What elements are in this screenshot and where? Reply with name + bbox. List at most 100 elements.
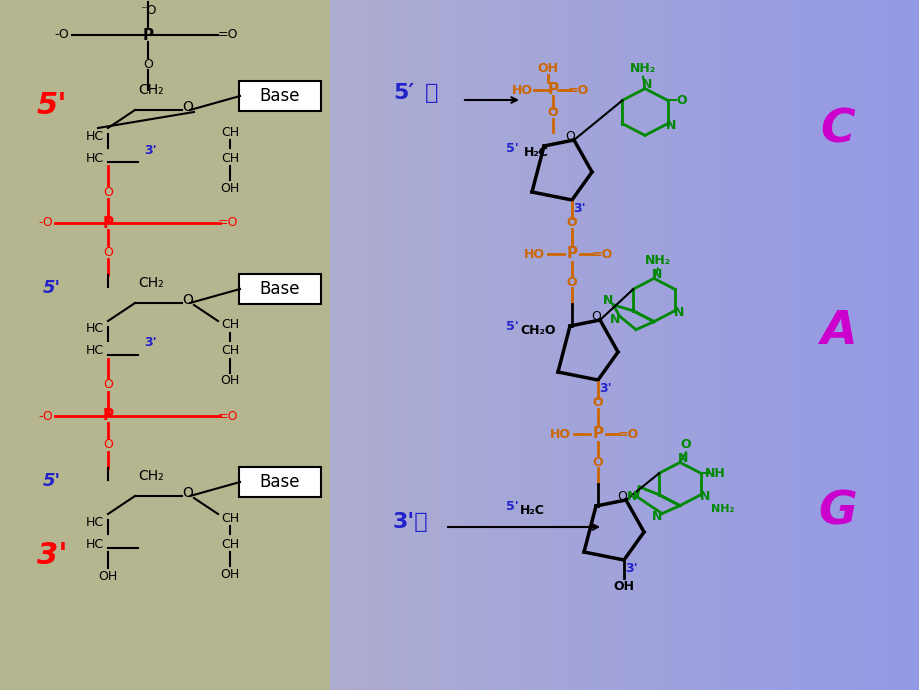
Bar <box>659 0 670 690</box>
Text: HO: HO <box>523 248 544 261</box>
Text: O: O <box>103 246 113 259</box>
Text: CH: CH <box>221 319 239 331</box>
Bar <box>470 0 481 690</box>
Bar <box>550 0 561 690</box>
Text: O: O <box>564 130 574 143</box>
FancyBboxPatch shape <box>239 274 321 304</box>
Text: =O: =O <box>567 83 588 97</box>
Text: O: O <box>143 57 153 70</box>
Bar <box>769 0 780 690</box>
Bar <box>879 0 890 690</box>
Text: P: P <box>142 28 153 43</box>
Text: A: A <box>819 310 856 355</box>
Text: O: O <box>566 275 577 288</box>
Text: Base: Base <box>259 280 300 298</box>
Text: -O: -O <box>39 217 53 230</box>
Bar <box>829 0 840 690</box>
Bar <box>609 0 620 690</box>
Text: ⁻O: ⁻O <box>140 3 156 17</box>
Text: H₂C: H₂C <box>519 504 544 517</box>
Text: O: O <box>182 293 193 307</box>
Text: -O: -O <box>39 409 53 422</box>
Text: NH: NH <box>704 466 724 480</box>
Text: P: P <box>102 408 113 424</box>
Bar <box>390 0 401 690</box>
Text: O: O <box>103 439 113 451</box>
Text: =O: =O <box>617 428 638 440</box>
Bar <box>669 0 680 690</box>
Text: N: N <box>673 306 683 319</box>
Text: HO: HO <box>549 428 570 440</box>
Text: OH: OH <box>98 569 118 582</box>
Bar <box>410 0 421 690</box>
Bar <box>689 0 700 690</box>
Text: P: P <box>547 83 558 97</box>
Bar <box>460 0 471 690</box>
Text: CH: CH <box>221 126 239 139</box>
Bar <box>349 0 360 690</box>
FancyBboxPatch shape <box>239 81 321 111</box>
Bar <box>679 0 690 690</box>
Text: CH₂: CH₂ <box>138 83 164 97</box>
Text: O: O <box>547 106 558 119</box>
Bar <box>0 0 330 690</box>
Text: N: N <box>627 491 637 503</box>
Text: N: N <box>641 78 652 91</box>
Text: O: O <box>680 438 690 451</box>
Bar <box>909 0 919 690</box>
Text: 3'端: 3'端 <box>392 512 428 532</box>
Bar <box>539 0 550 690</box>
Text: 5': 5' <box>37 90 67 119</box>
Text: C: C <box>820 108 855 152</box>
Text: OH: OH <box>221 567 239 580</box>
Bar <box>570 0 581 690</box>
Text: N: N <box>602 295 613 307</box>
Text: =O: =O <box>218 28 238 41</box>
Bar <box>899 0 910 690</box>
Text: P: P <box>566 246 577 262</box>
Text: CH: CH <box>221 511 239 524</box>
Text: HC: HC <box>85 515 104 529</box>
Text: G: G <box>818 489 857 535</box>
Text: CH₂O: CH₂O <box>519 324 555 337</box>
Text: 3': 3' <box>144 337 156 350</box>
Bar <box>849 0 860 690</box>
Bar <box>619 0 630 690</box>
Text: HC: HC <box>85 322 104 335</box>
Bar <box>839 0 850 690</box>
Text: 5': 5' <box>43 279 61 297</box>
Bar <box>869 0 880 690</box>
Bar <box>509 0 520 690</box>
Text: CH: CH <box>221 344 239 357</box>
Text: =O: =O <box>591 248 612 261</box>
Bar <box>640 0 651 690</box>
Text: 5': 5' <box>505 141 517 155</box>
Bar <box>800 0 811 690</box>
Text: 5': 5' <box>505 500 517 513</box>
Text: N: N <box>651 268 662 281</box>
Text: HC: HC <box>85 130 104 143</box>
Bar <box>439 0 450 690</box>
Text: NH₂: NH₂ <box>644 254 670 267</box>
Bar <box>779 0 790 690</box>
Bar <box>429 0 440 690</box>
Bar <box>359 0 370 690</box>
Bar <box>449 0 460 690</box>
Bar <box>579 0 590 690</box>
Text: 5': 5' <box>43 472 61 490</box>
Bar <box>499 0 510 690</box>
Bar <box>490 0 501 690</box>
Bar <box>889 0 900 690</box>
Text: O: O <box>617 489 626 502</box>
Text: HC: HC <box>85 538 104 551</box>
Bar <box>859 0 870 690</box>
Bar <box>369 0 380 690</box>
Text: HC: HC <box>85 152 104 164</box>
Text: CH: CH <box>221 152 239 164</box>
Text: N: N <box>665 119 676 132</box>
Bar <box>599 0 610 690</box>
Text: N: N <box>608 313 619 326</box>
Text: CH₂: CH₂ <box>138 469 164 483</box>
Text: O: O <box>675 94 686 107</box>
Bar <box>589 0 600 690</box>
